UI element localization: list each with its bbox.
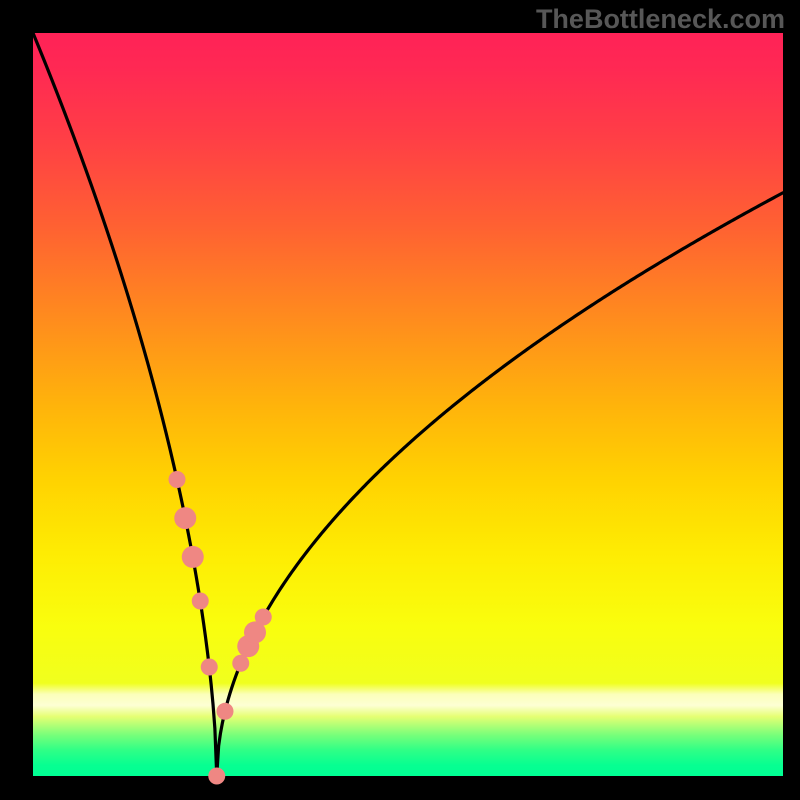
marker-right-3: [255, 609, 272, 626]
watermark-text: TheBottleneck.com: [536, 4, 785, 35]
marker-right-0: [232, 655, 249, 672]
bottleneck-curve: [33, 33, 783, 776]
curve-layer: [0, 0, 800, 800]
marker-bottom-2: [217, 703, 234, 720]
chart-container: TheBottleneck.com: [0, 0, 800, 800]
marker-bottom-1: [208, 768, 225, 785]
marker-left-0: [169, 471, 186, 488]
marker-left-3: [192, 593, 209, 610]
marker-left-1: [174, 507, 196, 529]
marker-left-2: [182, 546, 204, 568]
marker-bottom-0: [201, 658, 218, 675]
